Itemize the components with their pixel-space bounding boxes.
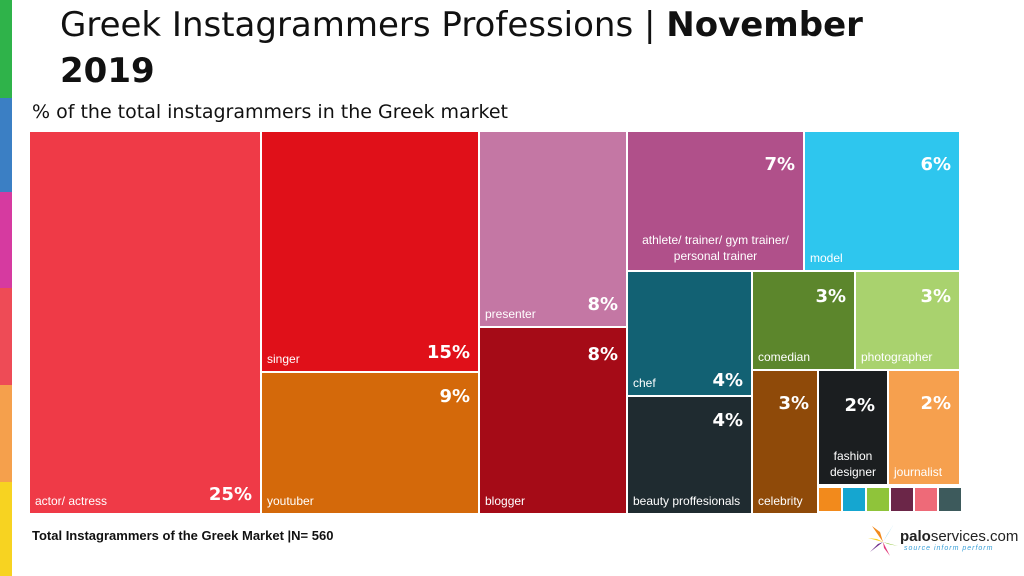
- tile-label: youtuber: [267, 494, 314, 508]
- side-stripe: [0, 192, 12, 288]
- treemap-tile-beauty-proffesionals: beauty proffesionals 4%: [628, 397, 753, 515]
- tile-percentage: 6%: [920, 154, 951, 175]
- tile-percentage: 3%: [815, 286, 846, 307]
- tile-label: singer: [267, 352, 300, 366]
- chart-title: Greek Instagrammers Professions | Novemb…: [60, 2, 960, 94]
- tile-percentage: 4%: [712, 370, 743, 391]
- treemap-tile-celebrity: celebrity 3%: [753, 371, 819, 515]
- logo-tagline: source inform perform: [904, 545, 994, 552]
- tile-label: comedian: [758, 350, 811, 364]
- treemap-tile-athlete-trainer-gym-trainer-personal-trainer: athlete/ trainer/ gym trainer/ personal …: [628, 132, 805, 272]
- palo-services-logo: paloservices.com source inform perform: [866, 520, 1018, 560]
- tile-percentage: 8%: [587, 344, 618, 365]
- treemap-tile-journalist: journalist 2%: [889, 371, 961, 486]
- pinwheel-logo-icon: [868, 524, 898, 556]
- side-stripe: [0, 385, 12, 482]
- side-stripe: [0, 98, 12, 192]
- tile-percentage: 7%: [764, 154, 795, 175]
- treemap-tile-youtuber: youtuber 9%: [262, 373, 480, 515]
- treemap-tile-comedian: comedian 3%: [753, 272, 856, 371]
- treemap-small-tile: [891, 488, 913, 511]
- tile-label: beauty proffesionals: [633, 494, 741, 508]
- logo-name-bold: palo: [900, 528, 931, 545]
- treemap-small-tile: [819, 488, 841, 511]
- side-stripe: [0, 288, 12, 385]
- tile-label: celebrity: [758, 494, 803, 508]
- tile-label: journalist: [894, 465, 943, 479]
- tile-percentage: 15%: [426, 342, 470, 363]
- treemap-tile-singer: singer 15%: [262, 132, 480, 373]
- tile-percentage: 8%: [587, 294, 618, 315]
- treemap-tile-presenter: presenter 8%: [480, 132, 628, 328]
- tile-percentage: 3%: [778, 393, 809, 414]
- chart-subtitle: % of the total instagrammers in the Gree…: [32, 101, 508, 123]
- treemap-small-tile: [867, 488, 889, 511]
- tile-percentage: 2%: [920, 393, 951, 414]
- logo-name-rest: services.com: [930, 528, 1019, 545]
- tile-label: model: [810, 251, 843, 265]
- treemap-tile-fashion-designer: fashion designer 2%: [819, 371, 889, 486]
- side-stripe: [0, 0, 12, 98]
- treemap-tile-model: model 6%: [805, 132, 961, 272]
- sample-size-footer: Total Instagrammers of the Greek Market …: [32, 528, 334, 543]
- treemap-tile-chef: chef 4%: [628, 272, 753, 397]
- treemap-small-tile: [843, 488, 865, 511]
- tile-percentage: 9%: [439, 386, 470, 407]
- treemap-tile-actor-actress: actor/ actress 25%: [30, 132, 262, 515]
- tile-label: photographer: [861, 350, 933, 364]
- tile-label: actor/ actress: [35, 494, 108, 508]
- tile-percentage: 25%: [208, 484, 252, 505]
- tile-label: presenter: [485, 307, 536, 321]
- tile-label: athlete/ trainer/ gym trainer/ personal …: [642, 233, 789, 263]
- treemap-tile-photographer: photographer 3%: [856, 272, 961, 371]
- tile-percentage: 2%: [844, 395, 875, 416]
- tile-label: blogger: [485, 494, 526, 508]
- chart-title-bold: November 2019: [60, 5, 863, 91]
- logo-wordmark: paloservices.com: [900, 528, 1018, 545]
- side-stripe: [0, 482, 12, 576]
- tile-label: chef: [633, 376, 656, 390]
- treemap-small-tile: [939, 488, 961, 511]
- tile-label: fashion designer: [829, 449, 877, 479]
- side-color-stripes: [0, 0, 12, 576]
- tile-percentage: 4%: [712, 410, 743, 431]
- treemap-small-tile: [915, 488, 937, 511]
- tile-percentage: 3%: [920, 286, 951, 307]
- treemap-tile-blogger: blogger 8%: [480, 328, 628, 515]
- chart-title-regular: Greek Instagrammers Professions |: [60, 5, 667, 45]
